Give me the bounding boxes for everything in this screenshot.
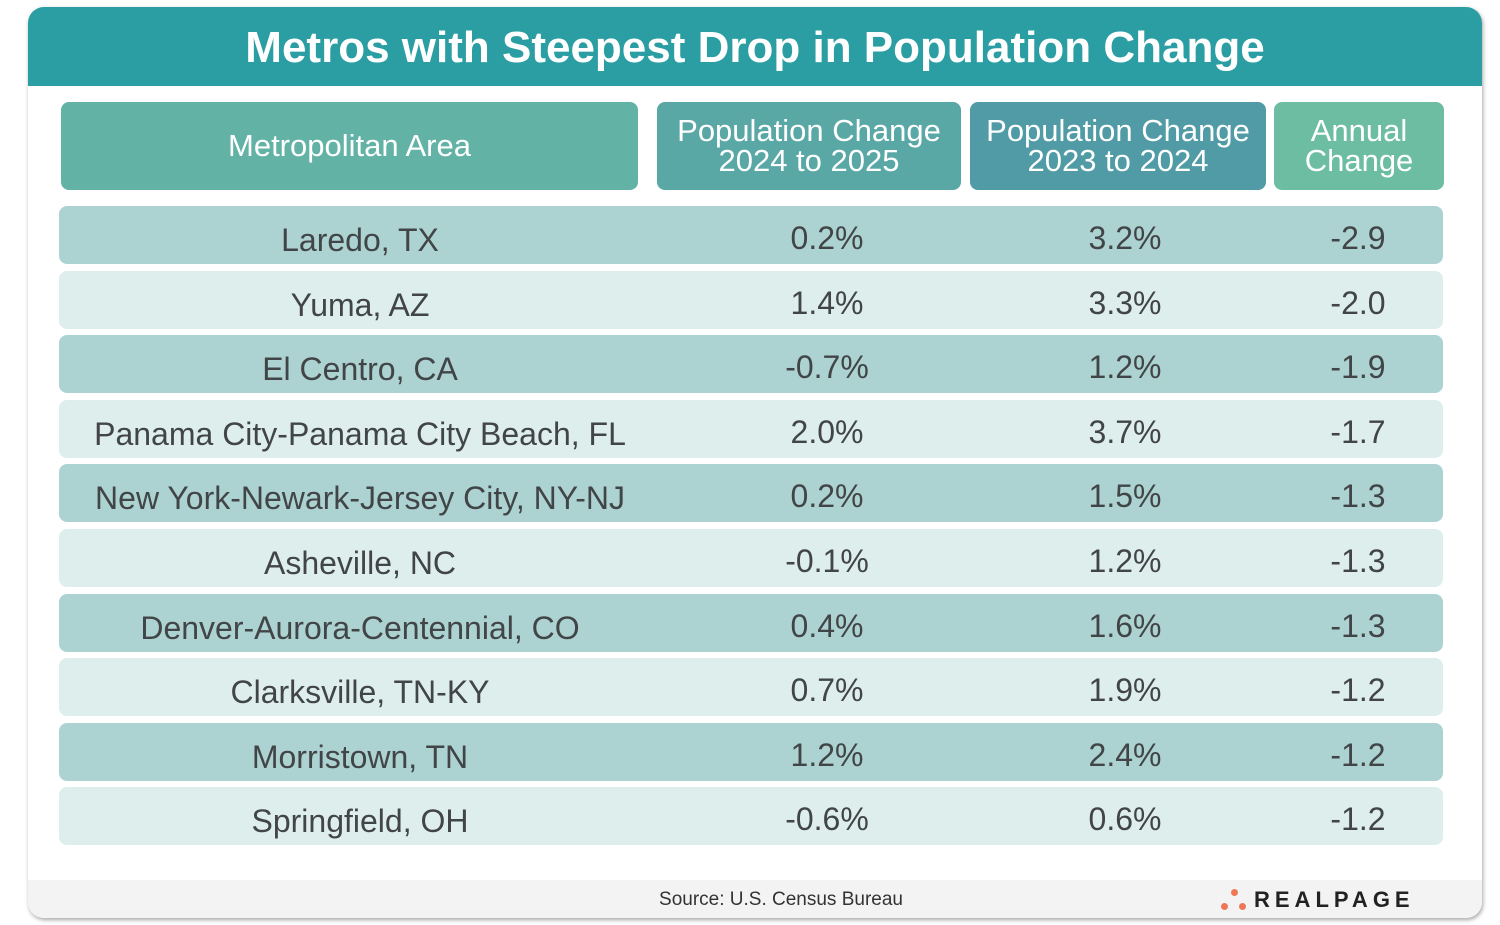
metro-name-cell: Denver-Aurora-Centennial, CO (140, 609, 580, 646)
table-row: Laredo, TX 0.2% 3.2% -2.9 (59, 206, 1443, 264)
annual-change-cell: -1.3 (1330, 543, 1386, 579)
metro-name-cell: Springfield, OH (251, 803, 469, 840)
pop-change-2023-2024-cell: 3.2% (1088, 220, 1162, 256)
header-label: Population Change (677, 113, 941, 148)
table-row: New York-Newark-Jersey City, NY-NJ 0.2% 1.… (59, 464, 1443, 523)
metro-name-cell: New York-Newark-Jersey City, NY-NJ (95, 480, 625, 517)
pop-change-2024-2025-cell: -0.6% (785, 801, 869, 838)
table-row: Springfield, OH -0.6% 0.6% -1.2 (59, 787, 1443, 846)
pop-change-2024-2025-cell: 1.2% (790, 736, 864, 773)
metro-name-cell: El Centro, CA (262, 351, 458, 388)
logo-text: REALPAGE (1254, 887, 1415, 912)
infographic-card: Metros with Steepest Drop in Population … (28, 7, 1482, 918)
table-row: Asheville, NC -0.1% 1.2% -1.3 (59, 529, 1443, 587)
header-label: Annual (1310, 113, 1408, 148)
pop-change-2023-2024-cell: 1.9% (1088, 672, 1162, 709)
metro-name-cell: Clarksville, TN-KY (230, 674, 490, 711)
pop-change-2023-2024-cell: 1.2% (1088, 349, 1162, 386)
header-pop-change-2023-2024: Population Change 2023 to 2024 (970, 102, 1266, 190)
annual-change-cell: -2.0 (1330, 284, 1386, 321)
annual-change-cell: -1.2 (1330, 736, 1386, 773)
pop-change-2024-2025-cell: -0.1% (785, 543, 869, 579)
header-label: 2024 to 2025 (718, 143, 900, 178)
pop-change-2023-2024-cell: 3.7% (1088, 413, 1162, 450)
logo-dots-icon (1220, 887, 1248, 913)
header-pop-change-2024-2025: Population Change 2024 to 2025 (657, 102, 961, 190)
pop-change-2024-2025-cell: 0.2% (790, 220, 864, 256)
header-annual-change: Annual Change (1274, 102, 1444, 190)
source-note: Source: U.S. Census Bureau (659, 889, 903, 910)
annual-change-cell: -1.9 (1330, 349, 1386, 386)
realpage-logo: REALPAGE (1220, 885, 1415, 915)
metro-name-cell: Morristown, TN (251, 738, 469, 775)
annual-change-cell: -1.2 (1330, 672, 1386, 709)
table-row: Panama City-Panama City Beach, FL 2.0% 3.7… (59, 399, 1443, 458)
annual-change-cell: -2.9 (1330, 220, 1386, 256)
annual-change-cell: -1.2 (1330, 801, 1386, 838)
table-row: Denver-Aurora-Centennial, CO 0.4% 1.6% -1.3 (59, 593, 1443, 652)
metro-name-cell: Laredo, TX (281, 222, 439, 258)
header-metropolitan-area: Metropolitan Area (61, 102, 638, 190)
pop-change-2023-2024-cell: 0.6% (1088, 801, 1162, 838)
pop-change-2023-2024-cell: 3.3% (1088, 284, 1162, 321)
metro-name-cell: Yuma, AZ (290, 286, 430, 323)
table-row: Yuma, AZ 1.4% 3.3% -2.0 (59, 270, 1443, 329)
metro-name-cell: Panama City-Panama City Beach, FL (94, 415, 626, 452)
header-label: Metropolitan Area (228, 128, 471, 163)
footer: Source: U.S. Census Bureau REALPAGE (28, 880, 1482, 918)
pop-change-2023-2024-cell: 1.6% (1088, 607, 1162, 644)
pop-change-2023-2024-cell: 1.2% (1088, 543, 1162, 579)
pop-change-2024-2025-cell: 0.4% (790, 607, 864, 644)
annual-change-cell: -1.3 (1330, 478, 1386, 515)
pop-change-2024-2025-cell: 0.2% (790, 478, 864, 515)
header-label: 2023 to 2024 (1027, 143, 1209, 178)
table-row: Clarksville, TN-KY 0.7% 1.9% -1.2 (59, 658, 1443, 717)
header-label: Population Change (986, 113, 1250, 148)
table-row: El Centro, CA -0.7% 1.2% -1.9 (59, 335, 1443, 394)
table-row: Morristown, TN 1.2% 2.4% -1.2 (59, 722, 1443, 781)
chart-title: Metros with Steepest Drop in Population … (28, 7, 1482, 86)
pop-change-2024-2025-cell: 0.7% (790, 672, 864, 709)
metro-name-cell: Asheville, NC (263, 545, 457, 581)
pop-change-2024-2025-cell: 1.4% (790, 284, 864, 321)
pop-change-2023-2024-cell: 1.5% (1088, 478, 1162, 515)
pop-change-2023-2024-cell: 2.4% (1088, 736, 1162, 773)
header-label: Change (1304, 143, 1414, 178)
pop-change-2024-2025-cell: -0.7% (785, 349, 869, 386)
pop-change-2024-2025-cell: 2.0% (790, 413, 864, 450)
annual-change-cell: -1.7 (1330, 413, 1386, 450)
annual-change-cell: -1.3 (1330, 607, 1386, 644)
